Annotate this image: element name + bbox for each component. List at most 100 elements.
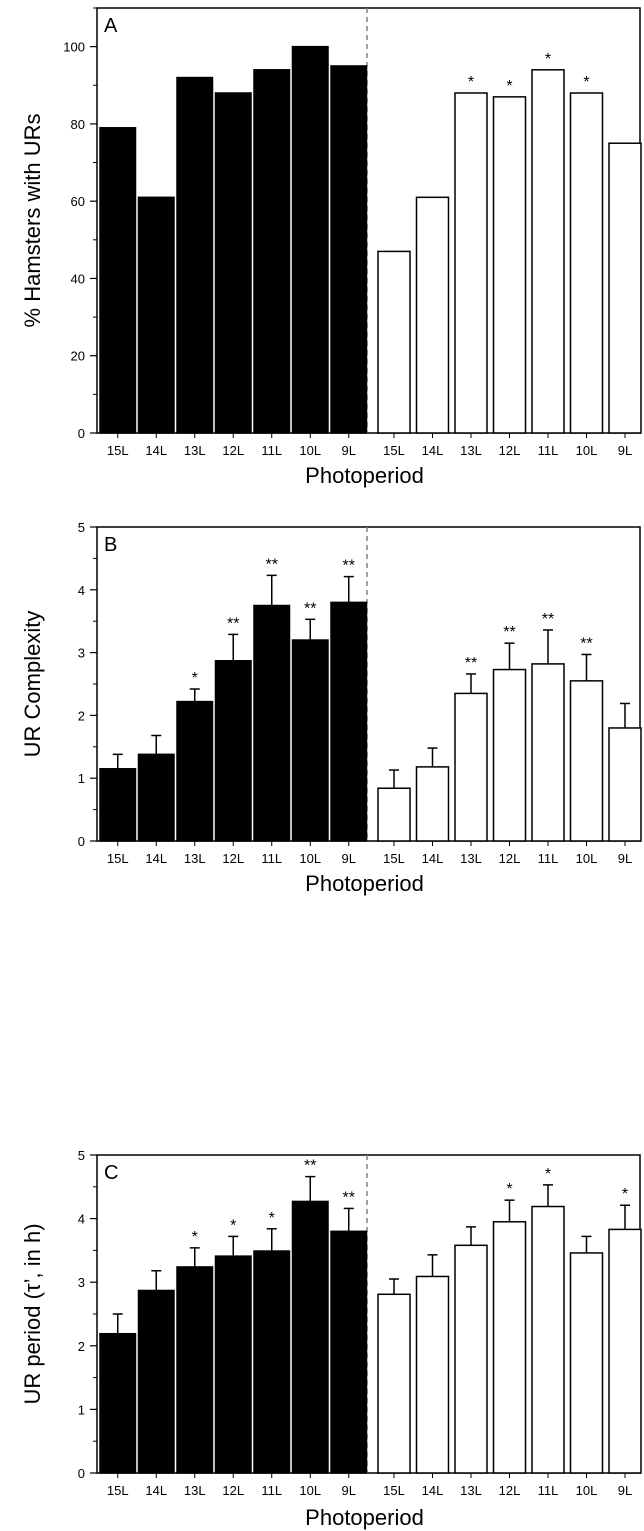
y-axis-title: UR period (τ’, in h) <box>20 1223 45 1404</box>
bar-filled-11l <box>253 1250 291 1474</box>
bar-open-15l <box>377 1293 411 1474</box>
x-tick-label: 13L <box>460 443 482 458</box>
bar-open-12l <box>492 668 527 842</box>
y-tick-label: 40 <box>71 271 85 286</box>
significance-marker: * <box>545 51 551 68</box>
y-tick-label: 1 <box>78 1402 85 1417</box>
significance-marker: ** <box>580 635 592 652</box>
bar-filled-9l <box>330 65 368 434</box>
y-tick-label: 20 <box>71 349 85 364</box>
significance-marker: * <box>230 1217 236 1234</box>
x-tick-label: 11L <box>261 443 282 458</box>
x-tick-label: 13L <box>184 1483 206 1498</box>
x-tick-label: 12L <box>222 1483 244 1498</box>
x-tick-label: 14L <box>145 851 167 866</box>
x-tick-label: 13L <box>184 851 206 866</box>
x-tick-label: 9L <box>618 443 632 458</box>
x-tick-label: 14L <box>422 1483 444 1498</box>
x-axis-title: Photoperiod <box>305 1505 424 1530</box>
bar-filled-12l <box>214 660 252 842</box>
y-tick-label: 60 <box>71 194 85 209</box>
bar-filled-13l <box>176 76 214 434</box>
bar-filled-12l <box>214 92 252 434</box>
y-axis-title: UR Complexity <box>20 611 45 758</box>
significance-marker: ** <box>304 1158 316 1175</box>
bar-open-13l <box>454 1244 488 1474</box>
bar-open-12l <box>492 96 527 434</box>
x-tick-label: 10L <box>299 443 321 458</box>
significance-marker: ** <box>343 558 355 575</box>
x-tick-label: 15L <box>107 1483 129 1498</box>
y-tick-label: 3 <box>78 646 85 661</box>
x-tick-label: 12L <box>499 851 521 866</box>
x-tick-label: 9L <box>342 851 356 866</box>
y-tick-label: 5 <box>78 520 85 535</box>
bar-open-15l <box>377 250 411 434</box>
y-tick-label: 1 <box>78 771 85 786</box>
significance-marker: ** <box>503 624 515 641</box>
x-tick-label: 13L <box>460 851 482 866</box>
bar-open-10l <box>569 680 604 842</box>
bar-filled-15l <box>99 127 137 434</box>
y-tick-label: 100 <box>63 40 85 55</box>
bar-filled-9l <box>330 1230 368 1474</box>
x-tick-label: 15L <box>383 1483 405 1498</box>
x-tick-label: 15L <box>383 851 405 866</box>
bar-filled-10l <box>291 639 329 842</box>
significance-marker: ** <box>304 600 316 617</box>
significance-marker: * <box>583 74 589 91</box>
bar-filled-14l <box>137 753 175 842</box>
significance-marker: * <box>622 1186 628 1203</box>
x-tick-label: 10L <box>576 443 598 458</box>
x-tick-label: 14L <box>422 443 444 458</box>
x-tick-label: 15L <box>383 443 405 458</box>
bar-filled-10l <box>291 45 329 434</box>
x-tick-label: 13L <box>460 1483 482 1498</box>
significance-marker: ** <box>343 1189 355 1206</box>
bar-open-11l <box>531 69 565 434</box>
significance-marker: * <box>506 1181 512 1198</box>
x-tick-label: 10L <box>299 1483 321 1498</box>
significance-marker: * <box>192 670 198 687</box>
x-tick-label: 12L <box>499 443 521 458</box>
significance-marker: * <box>192 1229 198 1246</box>
x-tick-label: 13L <box>184 443 206 458</box>
chart-panel-a: 0 20 40 60 80 100 15L 14L 13L 12L 11L 10L 9L 15L 14L * 1… <box>20 7 642 488</box>
y-tick-label: 4 <box>78 583 85 598</box>
bar-open-14l <box>415 1275 450 1474</box>
x-tick-label: 14L <box>422 851 444 866</box>
y-tick-label: 4 <box>78 1212 85 1227</box>
x-tick-label: 12L <box>499 1483 521 1498</box>
significance-marker: * <box>468 74 474 91</box>
x-tick-label: 15L <box>107 443 129 458</box>
bar-filled-9l <box>330 601 368 842</box>
significance-marker: ** <box>465 655 477 672</box>
bar-open-14l <box>415 196 450 434</box>
bar-open-9l <box>608 142 642 434</box>
x-tick-label: 12L <box>222 443 244 458</box>
x-tick-label: 10L <box>576 1483 598 1498</box>
x-axis-title: Photoperiod <box>305 871 424 896</box>
y-axis-title: % Hamsters with URs <box>20 114 45 328</box>
panel-label: B <box>104 534 117 556</box>
y-tick-label: 0 <box>78 834 85 849</box>
x-tick-label: 9L <box>618 851 632 866</box>
bar-open-9l <box>608 727 642 842</box>
bar-filled-12l <box>214 1255 252 1474</box>
y-tick-label: 3 <box>78 1275 85 1290</box>
bar-filled-13l <box>176 1266 214 1474</box>
x-axis-title: Photoperiod <box>305 463 424 488</box>
bar-filled-10l <box>291 1200 329 1474</box>
x-tick-label: 11L <box>538 1483 559 1498</box>
bar-filled-14l <box>137 196 175 434</box>
bar-filled-11l <box>253 69 291 434</box>
x-tick-label: 14L <box>145 1483 167 1498</box>
chart-panel-b: 0 1 2 3 4 5 15L 14L * 13L ** 12L ** 11L ** 10L ** 9L 15L 14… <box>20 520 642 896</box>
y-tick-label: 2 <box>78 708 85 723</box>
x-tick-label: 10L <box>576 851 598 866</box>
y-tick-label: 2 <box>78 1339 85 1354</box>
x-tick-label: 11L <box>538 443 559 458</box>
significance-marker: * <box>506 78 512 95</box>
